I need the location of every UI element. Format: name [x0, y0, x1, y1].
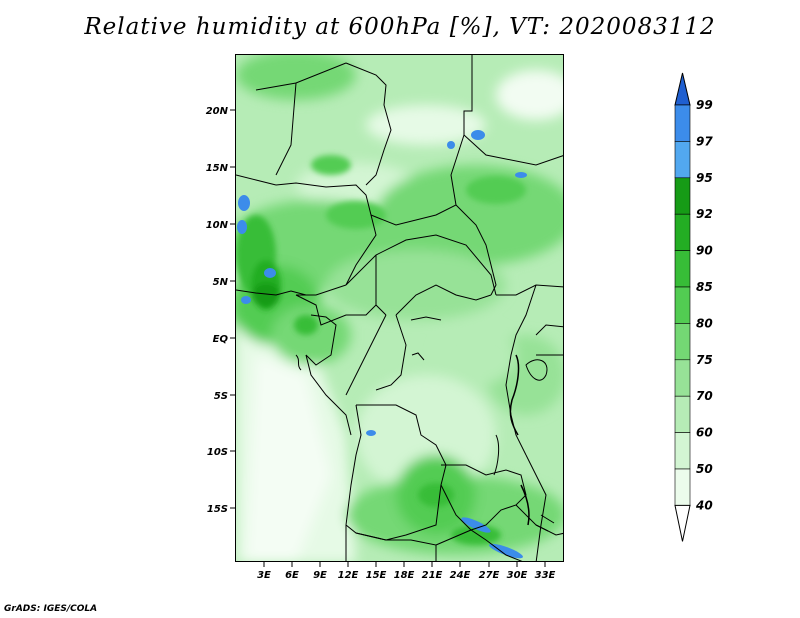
- colorbar-boxes: [674, 72, 691, 542]
- colorbar-label: 95: [696, 171, 713, 185]
- colorbar-label: 97: [696, 134, 713, 148]
- colorbar-top-arrow: [674, 72, 691, 106]
- colorbar-box: [674, 395, 691, 433]
- lon-label-24e: 24E: [450, 570, 471, 581]
- lon-label-18e: 18E: [394, 570, 415, 581]
- colorbar-box: [674, 323, 691, 361]
- colorbar-box: [674, 141, 691, 179]
- colorbar-box: [674, 432, 691, 470]
- colorbar-box: [674, 177, 691, 215]
- lon-label-30e: 30E: [507, 570, 528, 581]
- colorbar-label: 90: [696, 244, 713, 258]
- colorbar-labels: 99 97 95 92 90 85 80 75 70 60 50 40: [695, 98, 713, 512]
- colorbar-box: [674, 286, 691, 324]
- lat-label-5n: 5N: [213, 277, 229, 288]
- lon-label-33e: 33E: [535, 570, 556, 581]
- lon-label-9e: 9E: [313, 570, 327, 581]
- colorbar-box: [674, 104, 691, 142]
- colorbar-box: [674, 359, 691, 397]
- lon-label-12e: 12E: [338, 570, 359, 581]
- colorbar-label: 50: [696, 462, 713, 476]
- colorbar-label: 80: [696, 316, 713, 330]
- lon-label-27e: 27E: [479, 570, 500, 581]
- colorbar-label: 75: [696, 353, 713, 367]
- lat-label-10n: 10N: [206, 220, 229, 231]
- colorbar-box: [674, 250, 691, 288]
- colorbar-label: 92: [696, 207, 713, 221]
- chart-title: Relative humidity at 600hPa [%], VT: 202…: [84, 14, 716, 40]
- lon-label-6e: 6E: [285, 570, 299, 581]
- colorbar-box: [674, 468, 691, 506]
- lon-label-15e: 15E: [366, 570, 387, 581]
- colorbar-label: 85: [696, 280, 713, 294]
- colorbar-label: 40: [695, 498, 713, 512]
- lat-label-20n: 20N: [206, 106, 229, 117]
- colorbar-box: [674, 213, 691, 251]
- map-panel: [235, 54, 564, 562]
- lon-label-3e: 3E: [257, 570, 271, 581]
- colorbar-bottom-arrow: [674, 504, 691, 542]
- colorbar-label: 70: [696, 389, 713, 403]
- lat-label-15s: 15S: [207, 504, 228, 515]
- humidity-field: [236, 55, 563, 561]
- lat-label-eq: EQ: [213, 334, 229, 345]
- lat-label-10s: 10S: [207, 447, 228, 458]
- colorbar-label: 60: [696, 426, 713, 440]
- lat-label-15n: 15N: [206, 163, 229, 174]
- footer-credit: GrADS: IGES/COLA: [4, 604, 98, 614]
- colorbar-label: 99: [696, 98, 713, 112]
- lon-label-21e: 21E: [422, 570, 443, 581]
- lat-label-5s: 5S: [214, 391, 228, 402]
